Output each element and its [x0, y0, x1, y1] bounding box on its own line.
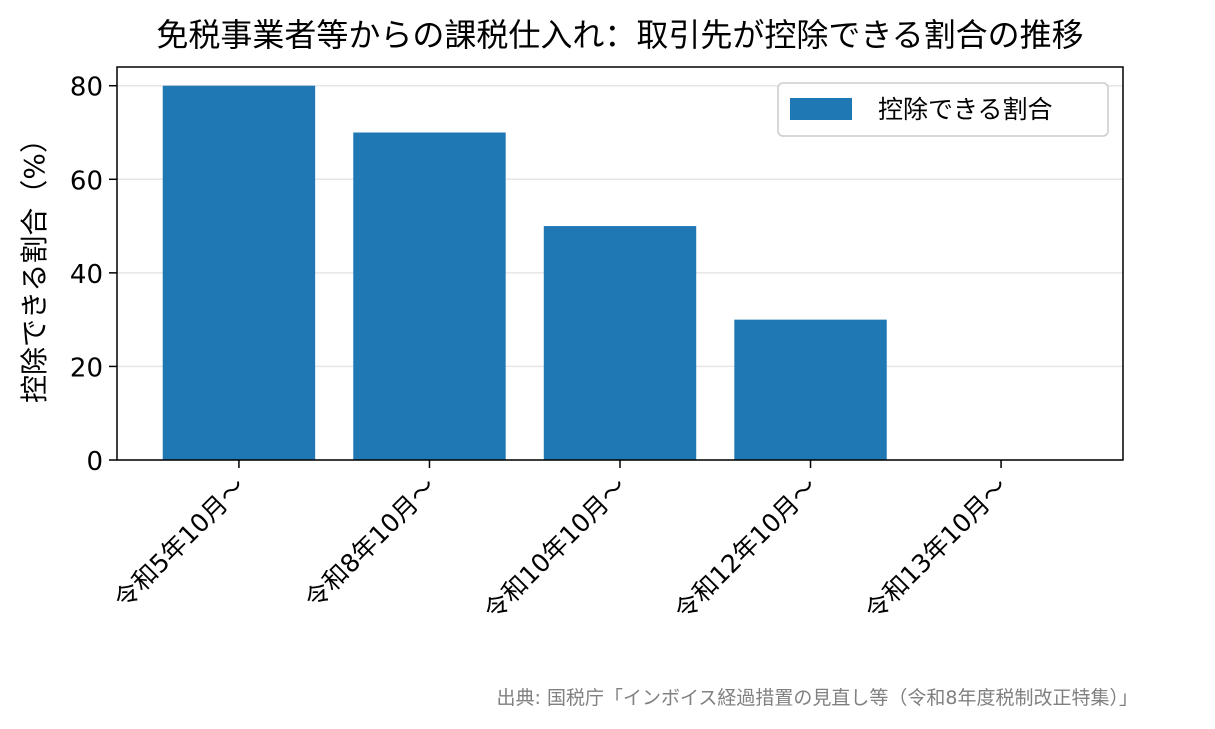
- chart-title: 免税事業者等からの課税仕入れ：取引先が控除できる割合の推移: [156, 16, 1083, 54]
- bar: [162, 85, 316, 460]
- bars: [162, 85, 887, 460]
- legend-label: 控除できる割合: [878, 95, 1053, 124]
- y-axis: 0 20 40 60 80: [70, 73, 117, 477]
- y-tick-label: 40: [70, 260, 103, 290]
- x-tick-label: 令和13年10月〜: [859, 472, 1013, 626]
- bar: [543, 226, 697, 460]
- y-tick-label: 80: [70, 73, 103, 103]
- bar: [353, 132, 506, 460]
- bar: [734, 319, 887, 460]
- x-tick-label: 令和8年10月〜: [299, 472, 442, 615]
- x-tick-label: 令和12年10月〜: [669, 472, 823, 626]
- y-tick-label: 60: [70, 166, 103, 196]
- x-tick-label: 令和10年10月〜: [478, 472, 632, 626]
- x-axis: 令和5年10月〜 令和8年10月〜 令和10年10月〜 令和12年10月〜 令和13年1…: [109, 460, 1013, 626]
- legend: 控除できる割合: [777, 82, 1109, 137]
- y-tick-label: 20: [70, 353, 103, 383]
- y-axis-label: 控除できる割合（%）: [18, 125, 51, 403]
- x-tick-label: 令和5年10月〜: [109, 472, 252, 615]
- legend-box: [777, 82, 1109, 137]
- source-note: 出典: 国税庁「インボイス経過措置の見直し等（令和8年度税制改正特集）」: [497, 687, 1138, 709]
- legend-swatch: [790, 98, 852, 120]
- y-tick-label: 0: [86, 447, 103, 477]
